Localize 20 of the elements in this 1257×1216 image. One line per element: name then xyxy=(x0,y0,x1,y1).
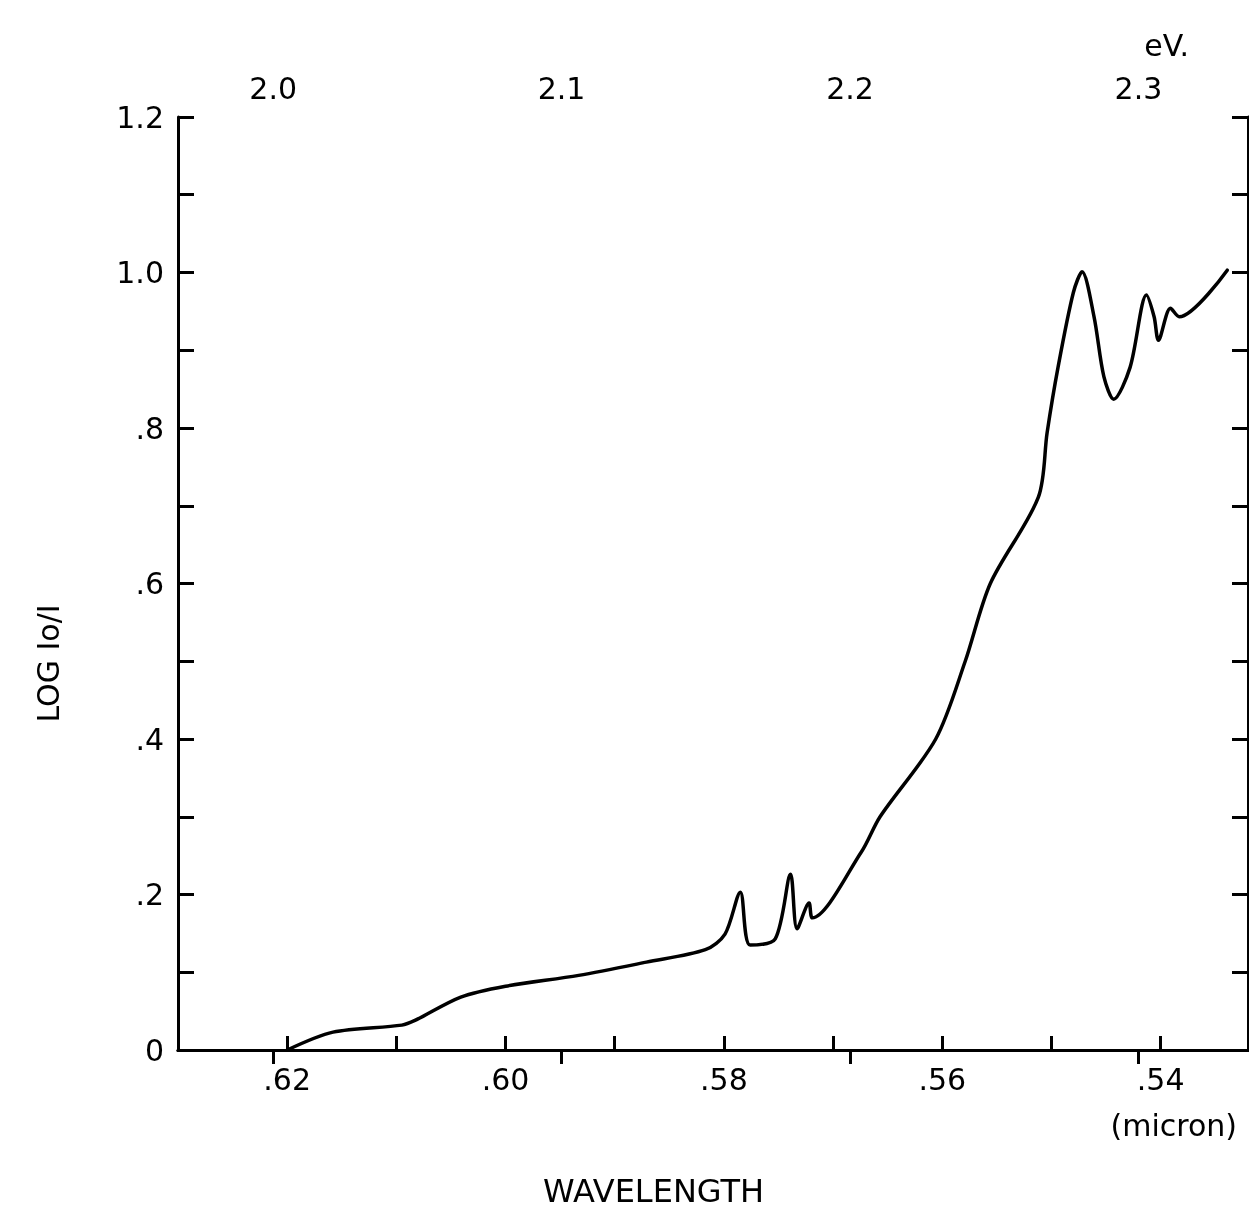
y-tick-label: .4 xyxy=(135,721,164,757)
y-axis-title: LOG Io/I xyxy=(30,604,66,723)
x2-tick-label: 2.3 xyxy=(1114,70,1163,106)
y-tick-label: 0 xyxy=(144,1032,164,1068)
x-tick-label: .54 xyxy=(1136,1061,1185,1097)
x2-tick-label: 2.0 xyxy=(249,70,298,106)
y-tick-label: .8 xyxy=(135,410,164,446)
x-tick-label: .58 xyxy=(700,1061,748,1097)
x-tick-label: .62 xyxy=(263,1061,312,1097)
y-tick-label: .6 xyxy=(135,566,164,601)
x-tick-label: .56 xyxy=(918,1061,967,1097)
y-tick-label: 1.2 xyxy=(116,99,164,135)
x-axis-title: WAVELENGTH xyxy=(543,1172,765,1210)
x2-tick-label: 2.1 xyxy=(537,70,586,106)
x2-tick-label: 2.2 xyxy=(826,70,874,106)
y-tick-label: .2 xyxy=(135,877,164,912)
text: (micron) xyxy=(1110,1107,1238,1143)
y-tick-label: 1.0 xyxy=(116,255,164,290)
x2-axis-title: eV. xyxy=(1144,27,1190,63)
x-tick-label: .60 xyxy=(481,1061,530,1097)
